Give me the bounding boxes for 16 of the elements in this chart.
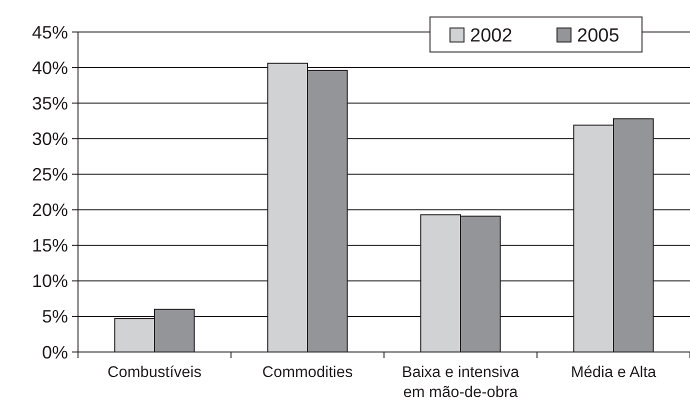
y-tick-label: 40% <box>32 58 68 78</box>
y-tick-label: 0% <box>42 342 68 362</box>
x-tick-label: Commodities <box>262 364 353 381</box>
y-tick-label: 35% <box>32 93 68 114</box>
y-tick-label: 30% <box>32 128 68 149</box>
x-tick-label: Combustíveis <box>108 364 202 381</box>
y-tick-label: 15% <box>32 236 68 256</box>
y-tick-label: 25% <box>32 164 68 185</box>
y-tick-label: 10% <box>32 271 68 292</box>
y-tick-label: 45% <box>32 22 68 42</box>
x-tick-label: Média e Alta <box>570 364 657 381</box>
x-tick-label: Baixa e intensiva em mão-de-obra <box>402 364 520 401</box>
y-tick-label: 5% <box>42 306 68 327</box>
legend-label: 2005 <box>577 26 620 47</box>
legend-label: 2002 <box>470 26 512 47</box>
y-tick-label: 20% <box>32 200 68 220</box>
